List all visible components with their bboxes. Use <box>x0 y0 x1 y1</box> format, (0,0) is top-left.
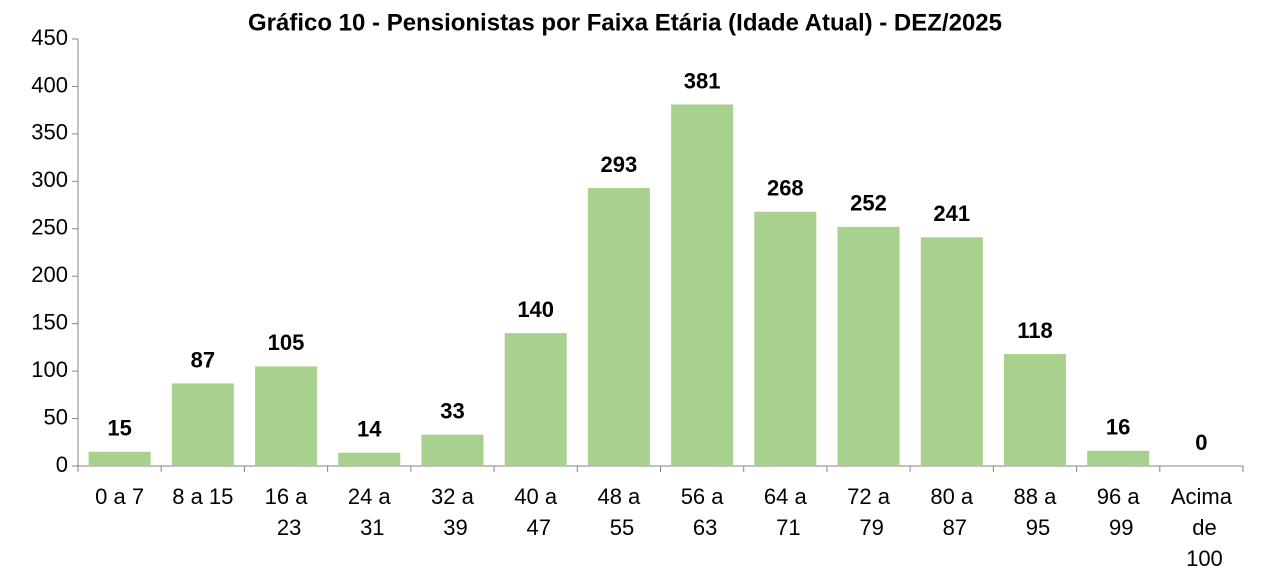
x-tick-label: 32 a 39 <box>431 484 475 540</box>
bar <box>754 211 817 466</box>
y-tick-label: 250 <box>31 215 68 240</box>
y-tick-label: 50 <box>44 404 68 429</box>
x-tick-label: 80 a 87 <box>930 484 974 540</box>
data-label: 118 <box>1017 318 1053 343</box>
data-label: 0 <box>1195 430 1207 455</box>
data-label: 293 <box>601 152 638 177</box>
bar <box>171 383 234 466</box>
bar <box>255 366 318 466</box>
data-label: 87 <box>191 347 215 372</box>
data-label: 268 <box>767 176 804 201</box>
x-tick-label: 96 a 99 <box>1097 484 1141 540</box>
y-tick-label: 150 <box>31 309 68 334</box>
x-tick-label: 72 a 79 <box>847 484 891 540</box>
x-tick-label: 48 a 55 <box>597 484 641 540</box>
chart-title: Gráfico 10 - Pensionistas por Faixa Etár… <box>248 9 1002 36</box>
x-tick-label: 88 a 95 <box>1014 484 1058 540</box>
y-tick-label: 100 <box>31 357 68 382</box>
y-tick-label: 350 <box>31 120 68 145</box>
x-tick-label: 0 a 7 <box>95 484 144 509</box>
bar <box>88 451 151 466</box>
bar <box>920 237 983 466</box>
bar <box>421 434 484 466</box>
x-tick-label: Acima de 100 <box>1171 484 1233 571</box>
data-label: 241 <box>933 201 970 226</box>
x-tick-label: 16 a 23 <box>265 484 309 540</box>
x-tick-label: 56 a 63 <box>681 484 725 540</box>
bar <box>587 187 650 466</box>
data-label: 140 <box>517 297 554 322</box>
y-tick-label: 300 <box>31 167 68 192</box>
x-tick-label: 8 a 15 <box>172 484 233 509</box>
bar <box>837 226 900 466</box>
data-label: 105 <box>268 330 305 355</box>
x-tick-label: 64 a 71 <box>764 484 808 540</box>
bar <box>1087 450 1150 466</box>
y-tick-label: 450 <box>31 25 68 50</box>
x-tick-label: 40 a 47 <box>514 484 558 540</box>
y-tick-label: 400 <box>31 72 68 97</box>
bar <box>1003 354 1066 466</box>
data-label: 381 <box>684 68 721 93</box>
bar <box>504 333 567 466</box>
data-label: 16 <box>1106 415 1130 440</box>
bar <box>338 452 401 466</box>
data-label: 252 <box>850 191 887 216</box>
y-tick-label: 200 <box>31 262 68 287</box>
data-label: 14 <box>357 417 382 442</box>
data-label: 15 <box>107 416 131 441</box>
bar <box>671 104 734 467</box>
y-tick-label: 0 <box>56 452 68 477</box>
data-label: 33 <box>440 398 464 423</box>
x-tick-label: 24 a 31 <box>348 484 392 540</box>
